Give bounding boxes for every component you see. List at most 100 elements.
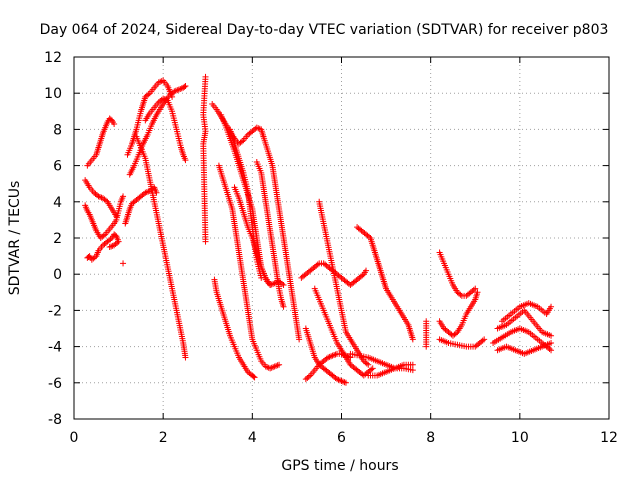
data-point-marker — [409, 361, 416, 368]
data-point-marker — [479, 337, 486, 344]
data-point-marker — [182, 157, 189, 164]
data-point-marker — [334, 376, 341, 383]
x-tick-label: 0 — [70, 430, 79, 446]
data-point-marker — [279, 280, 286, 287]
data-point-marker — [157, 78, 164, 85]
data-point-marker — [161, 96, 168, 103]
data-series-10 — [120, 260, 127, 267]
data-point-marker — [271, 280, 278, 287]
data-point-marker — [145, 91, 152, 98]
data-point-marker — [365, 233, 372, 240]
data-point-marker — [342, 379, 349, 386]
data-point-marker — [548, 303, 555, 310]
data-point-marker — [102, 197, 109, 204]
data-point-marker — [106, 244, 113, 251]
data-point-marker — [332, 351, 339, 358]
data-series-30 — [436, 289, 481, 339]
y-tick-label: 12 — [44, 50, 62, 66]
data-point-marker — [177, 85, 184, 92]
data-series-8 — [142, 95, 189, 164]
data-point-marker — [95, 193, 102, 200]
data-point-marker — [331, 352, 338, 359]
data-series-35 — [494, 307, 555, 339]
data-series-24 — [311, 285, 376, 379]
data-point-marker — [273, 362, 280, 369]
data-point-marker — [108, 243, 115, 250]
data-point-marker — [107, 236, 114, 243]
data-point-marker — [97, 193, 104, 200]
data-point-marker — [270, 364, 277, 371]
data-point-marker — [264, 364, 271, 371]
data-point-marker — [329, 352, 336, 359]
data-series-31 — [436, 336, 488, 350]
y-tick-label: 6 — [53, 159, 62, 175]
data-series-2 — [84, 115, 118, 169]
data-point-marker — [174, 87, 181, 94]
data-point-marker — [481, 336, 488, 343]
data-point-marker — [171, 88, 178, 95]
data-point-marker — [172, 87, 179, 94]
data-series-28 — [423, 318, 430, 350]
data-series-19 — [260, 133, 303, 343]
data-point-marker — [155, 79, 162, 86]
data-point-marker — [365, 361, 372, 368]
data-point-marker — [548, 339, 555, 346]
data-point-marker — [280, 303, 287, 310]
data-series-9 — [133, 133, 189, 361]
data-point-marker — [546, 346, 553, 353]
y-axis-tick-labels: -8 -6 -4 -2 0 2 4 6 8 10 12 — [44, 50, 62, 428]
data-point-marker — [91, 254, 98, 261]
data-point-marker — [202, 238, 209, 245]
y-tick-label: -2 — [48, 303, 62, 319]
x-tick-label: 8 — [426, 430, 435, 446]
data-series-18 — [253, 158, 287, 310]
data-point-marker — [363, 267, 370, 274]
data-point-marker — [369, 365, 376, 372]
y-tick-label: 8 — [53, 122, 62, 138]
x-tick-label: 12 — [600, 430, 618, 446]
data-series-17 — [231, 184, 274, 289]
data-point-marker — [368, 366, 375, 373]
y-tick-label: -8 — [48, 412, 62, 428]
data-point-marker — [268, 364, 275, 371]
data-point-marker — [182, 354, 189, 361]
data-point-marker — [267, 282, 274, 289]
y-tick-label: 4 — [53, 195, 62, 211]
data-series-27 — [365, 361, 416, 379]
data-series-29 — [436, 249, 479, 299]
data-point-marker — [175, 86, 182, 93]
data-point-marker — [474, 289, 481, 296]
data-series-22 — [298, 260, 370, 289]
data-series-7 — [126, 82, 189, 178]
data-point-marker — [274, 362, 281, 369]
data-point-marker — [409, 336, 416, 343]
y-axis-label: SDTVAR / TECUs — [7, 181, 23, 296]
x-tick-label: 10 — [511, 430, 529, 446]
data-point-marker — [251, 374, 258, 381]
data-series-6 — [124, 77, 176, 158]
data-series-14 — [215, 162, 283, 372]
y-tick-label: 2 — [53, 231, 62, 247]
data-point-marker — [238, 138, 245, 145]
x-tick-label: 4 — [248, 430, 257, 446]
data-point-marker — [328, 353, 335, 360]
data-point-marker — [270, 280, 277, 287]
data-series-25 — [354, 224, 416, 343]
axis-ticks — [73, 56, 610, 420]
data-point-marker — [470, 286, 477, 293]
data-point-marker — [548, 347, 555, 354]
data-point-marker — [250, 373, 257, 380]
data-series-11 — [200, 73, 209, 245]
data-point-marker — [326, 353, 333, 360]
x-tick-label: 6 — [337, 430, 346, 446]
data-point-marker — [143, 189, 150, 196]
data-point-marker — [423, 343, 430, 350]
data-series-4 — [84, 231, 122, 263]
x-axis-label: GPS time / hours — [281, 458, 398, 474]
data-point-marker — [409, 367, 416, 374]
data-point-marker — [325, 354, 332, 361]
y-tick-label: 10 — [44, 86, 62, 102]
data-point-marker — [100, 232, 107, 239]
data-point-marker — [339, 378, 346, 385]
data-point-marker — [253, 124, 260, 131]
